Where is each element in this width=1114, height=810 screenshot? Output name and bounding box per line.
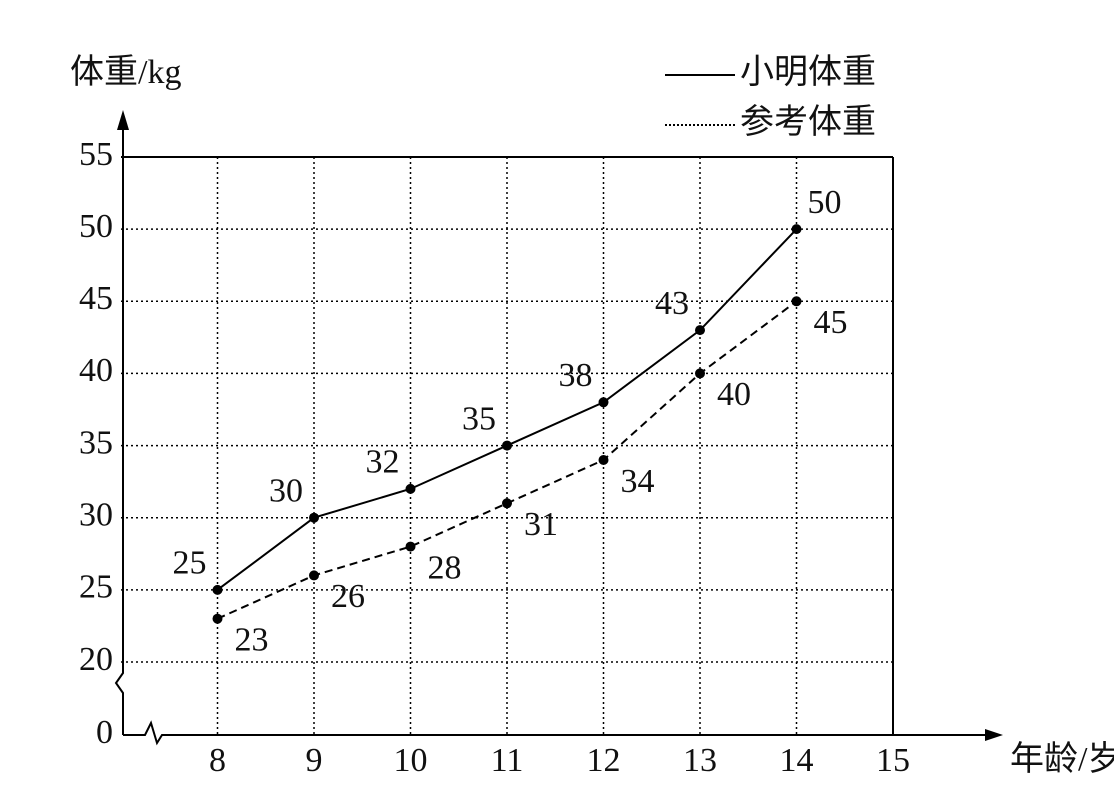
y-tick-label: 50 [79, 208, 113, 245]
x-tick-label: 10 [394, 742, 428, 779]
data-label: 43 [655, 285, 689, 322]
x-tick-label: 9 [306, 742, 323, 779]
data-label: 31 [524, 506, 558, 543]
y-axis-label: 体重/kg [70, 54, 181, 91]
data-point [309, 512, 319, 523]
y-tick-label: 0 [96, 714, 113, 751]
data-label: 45 [814, 304, 848, 341]
data-point [695, 368, 705, 379]
data-label: 50 [808, 184, 842, 221]
data-point [309, 570, 319, 581]
x-tick-label: 11 [491, 742, 524, 779]
x-axis-arrow [985, 729, 1003, 741]
y-tick-label: 25 [79, 569, 113, 606]
y-tick-label: 35 [79, 424, 113, 461]
legend-label: 小明体重 [740, 54, 876, 91]
data-label: 30 [269, 473, 303, 510]
x-axis-label: 年龄/岁 [1010, 740, 1114, 778]
y-tick-label: 55 [79, 136, 113, 173]
data-point [502, 440, 512, 451]
y-axis-arrow [117, 110, 129, 130]
data-point [405, 541, 416, 552]
data-point [598, 397, 609, 408]
x-axis [123, 720, 990, 746]
data-label: 23 [235, 622, 269, 659]
data-label: 34 [621, 463, 655, 500]
legend-label: 参考体重 [740, 103, 876, 141]
data-point [598, 455, 609, 465]
data-label: 32 [366, 444, 400, 481]
y-tick-label: 20 [79, 641, 113, 678]
data-label: 40 [717, 376, 751, 413]
y-tick-label: 40 [79, 352, 113, 389]
y-tick-label: 30 [79, 497, 113, 534]
x-tick-label: 13 [683, 742, 717, 779]
data-point [791, 296, 802, 307]
data-label: 26 [331, 578, 365, 615]
data-label: 28 [428, 549, 462, 586]
data-label: 25 [173, 545, 207, 582]
data-label: 38 [559, 357, 593, 394]
data-point [502, 498, 512, 509]
x-tick-label: 12 [587, 742, 621, 779]
data-label: 35 [462, 400, 496, 437]
data-point [405, 483, 416, 494]
y-tick-label: 45 [79, 280, 113, 317]
x-tick-label: 8 [209, 742, 226, 779]
data-point [695, 325, 705, 336]
x-tick-label: 15 [876, 742, 910, 779]
x-tick-label: 14 [780, 742, 814, 779]
data-point [212, 613, 223, 624]
data-point [212, 584, 223, 595]
data-point [791, 224, 802, 235]
y-axis [114, 120, 124, 735]
